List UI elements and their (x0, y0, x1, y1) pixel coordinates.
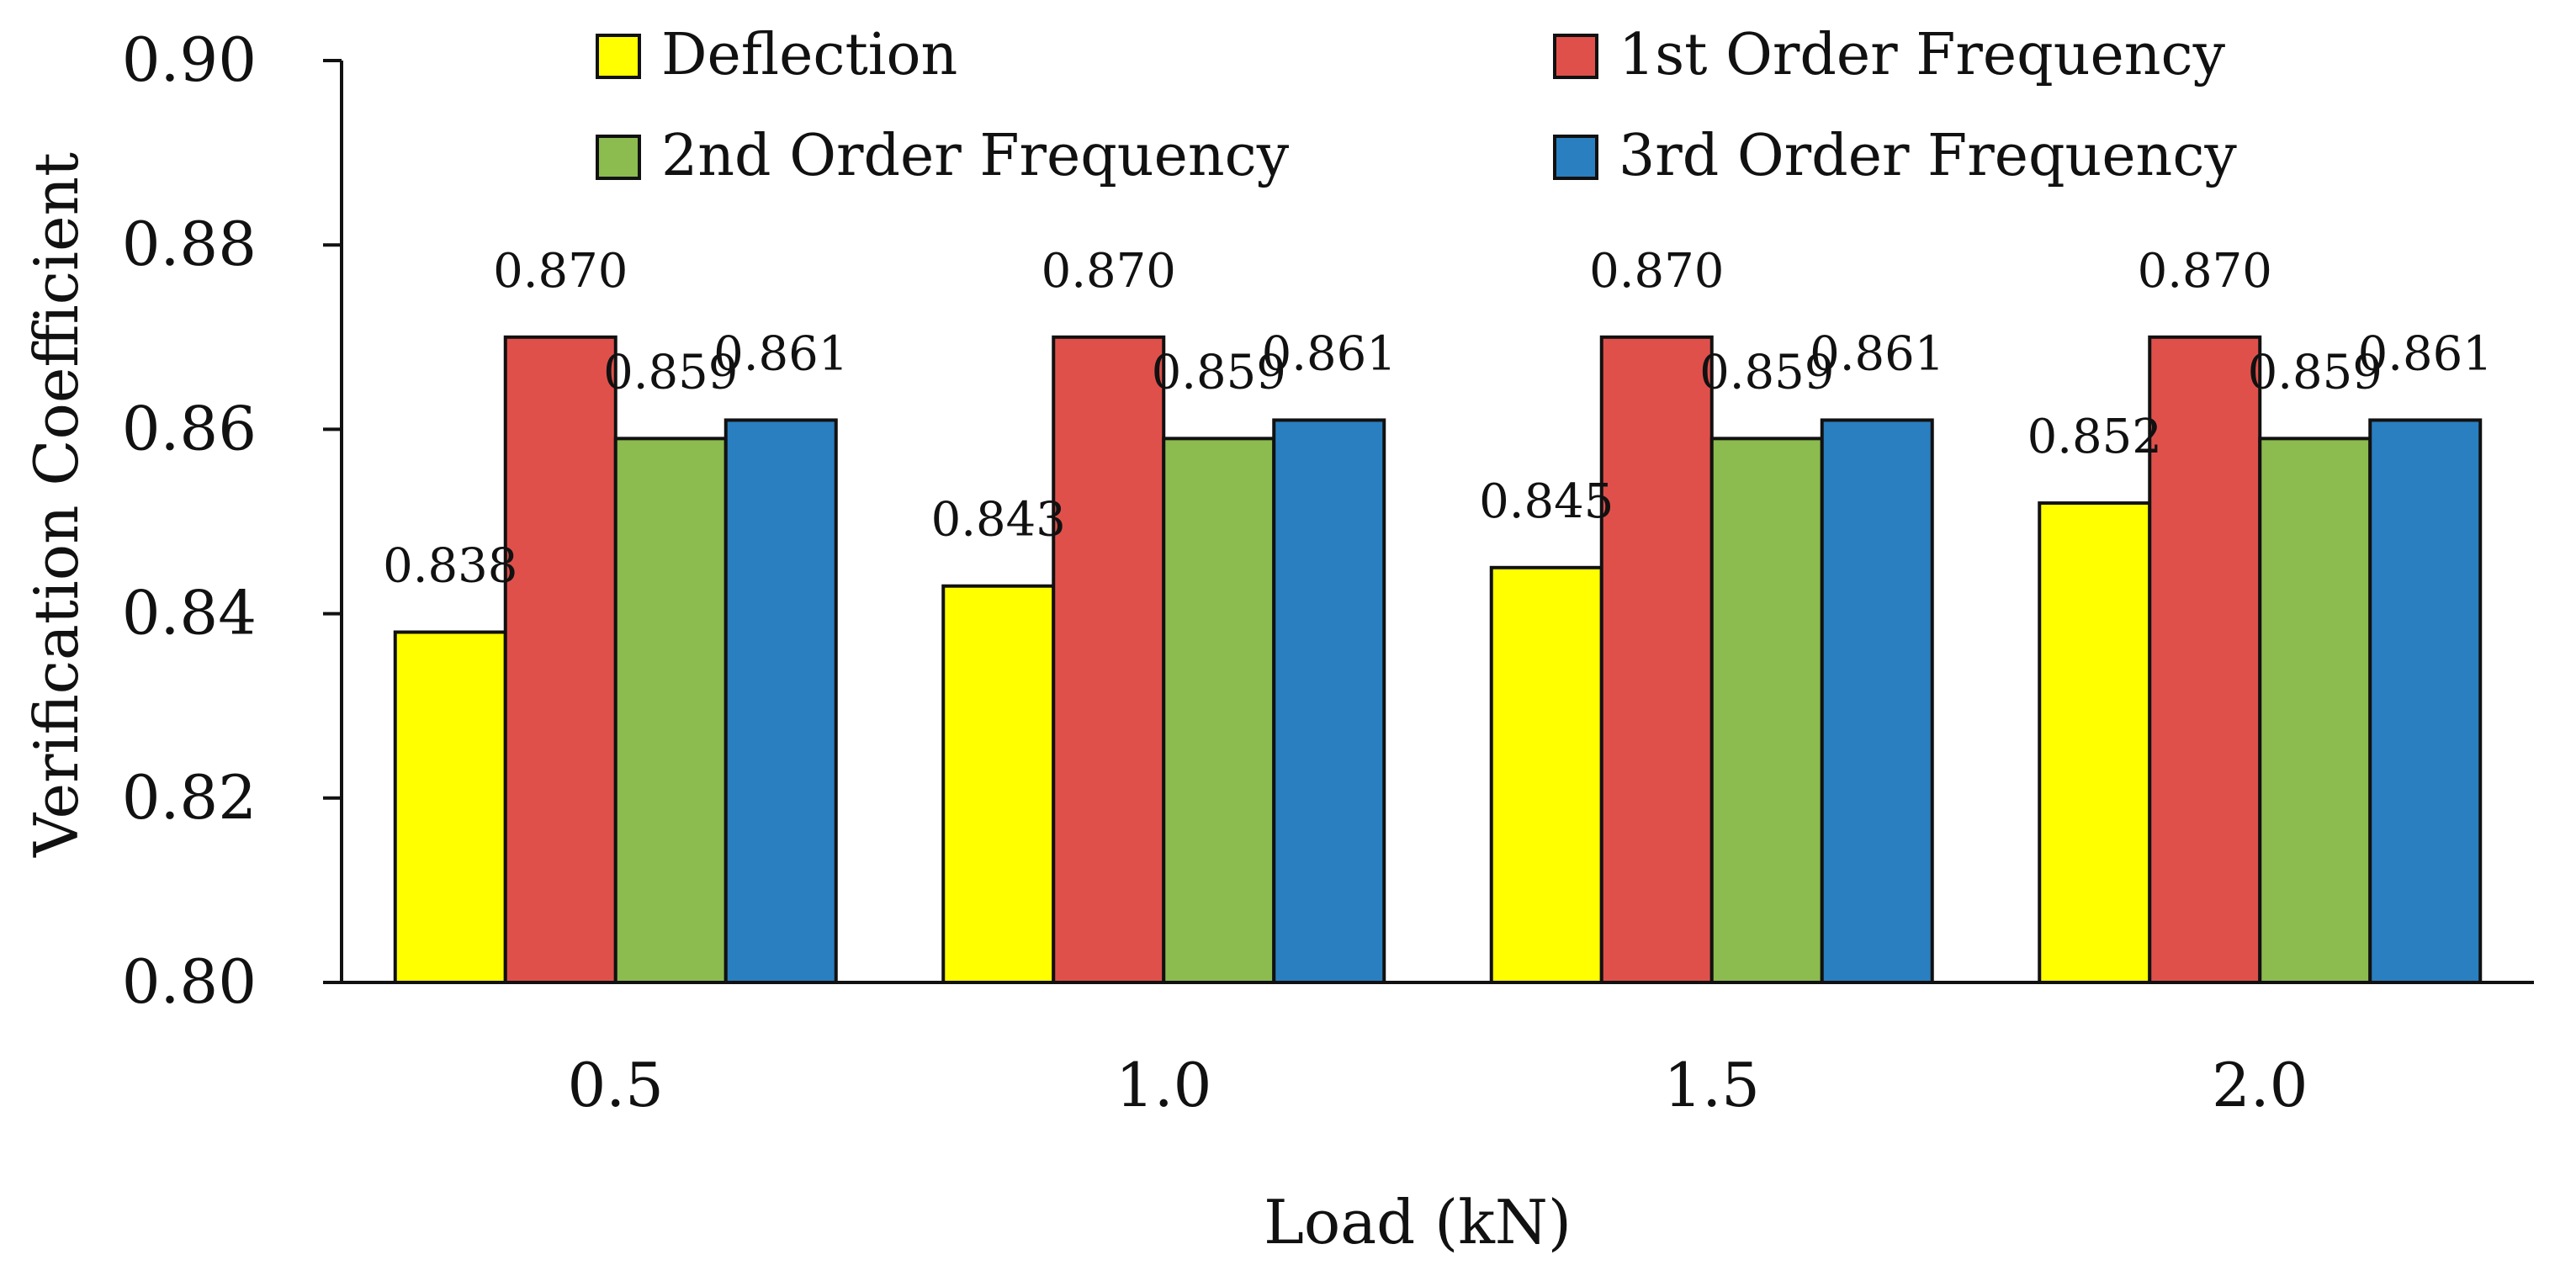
bar-3rd-order-frequency-2.0 (2368, 418, 2483, 984)
bar-3rd-order-frequency-0.5 (724, 418, 838, 984)
data-label: 0.843 (931, 493, 1066, 548)
bar-deflection-0.5 (393, 630, 507, 985)
legend-label: 3rd Order Frequency (1619, 123, 2237, 189)
data-label: 0.845 (1479, 474, 1614, 529)
bar-1st-order-frequency-1.0 (1052, 335, 1166, 984)
legend-swatch (596, 34, 641, 79)
x-tick-label: 2.0 (2212, 1050, 2308, 1120)
bar-3rd-order-frequency-1.0 (1272, 418, 1386, 984)
data-label: 0.861 (1810, 326, 1944, 381)
y-axis-title: Verification Coefficient (21, 152, 92, 858)
data-label: 0.859 (1152, 345, 1286, 400)
x-axis-title: Load (kN) (1264, 1187, 1572, 1257)
data-label: 0.838 (383, 539, 517, 594)
bar-1st-order-frequency-2.0 (2148, 335, 2262, 984)
legend-label: Deflection (661, 22, 957, 88)
axes-layer: 0.80 0.82 0.84 0.86 0.88 0.90 0.5 1.0 1.5 2.0 (122, 24, 2534, 1120)
legend-label: 1st Order Frequency (1619, 22, 2226, 88)
bar-deflection-1.0 (941, 584, 1056, 984)
legend-swatch (596, 135, 641, 180)
bars-layer (393, 335, 2483, 985)
data-label: 0.859 (603, 345, 738, 400)
data-label: 0.852 (2027, 410, 2162, 464)
bar-3rd-order-frequency-1.5 (1820, 418, 1934, 984)
data-label: 0.861 (1262, 326, 1397, 381)
bar-2nd-order-frequency-1.5 (1709, 437, 1824, 984)
data-label: 0.870 (493, 244, 628, 299)
bar-2nd-order-frequency-2.0 (2258, 437, 2372, 984)
data-label: 0.870 (1589, 244, 1724, 299)
bar-deflection-1.5 (1489, 565, 1603, 984)
bar-1st-order-frequency-0.5 (503, 335, 617, 984)
y-tick-label: 0.88 (122, 209, 257, 279)
bar-deflection-2.0 (2038, 501, 2152, 984)
bar-2nd-order-frequency-1.0 (1162, 437, 1276, 984)
y-tick-label: 0.86 (122, 393, 257, 463)
data-label: 0.870 (2138, 244, 2272, 299)
data-label: 0.861 (713, 326, 848, 381)
legend-swatch (1553, 135, 1598, 180)
legend-label: 2nd Order Frequency (661, 123, 1290, 189)
x-tick-label: 0.5 (567, 1050, 664, 1120)
legend: Deflection 1st Order Frequency 2nd Order F… (596, 22, 2237, 189)
x-tick-label: 1.5 (1663, 1050, 1760, 1120)
data-label: 0.870 (1042, 244, 1176, 299)
y-tick-label: 0.84 (122, 578, 257, 649)
y-tick-label: 0.82 (122, 762, 257, 833)
bar-2nd-order-frequency-0.5 (613, 437, 728, 984)
y-tick-label: 0.90 (122, 24, 257, 95)
data-label: 0.859 (2248, 345, 2383, 400)
data-label: 0.859 (1699, 345, 1834, 400)
data-label: 0.861 (2358, 326, 2493, 381)
legend-swatch (1553, 34, 1598, 79)
data-labels-layer: 0.8380.8700.8590.8610.8430.8700.8590.861… (383, 244, 2493, 594)
x-tick-label: 1.0 (1116, 1050, 1212, 1120)
y-tick-label: 0.80 (122, 946, 257, 1017)
bar-1st-order-frequency-1.5 (1599, 335, 1714, 984)
